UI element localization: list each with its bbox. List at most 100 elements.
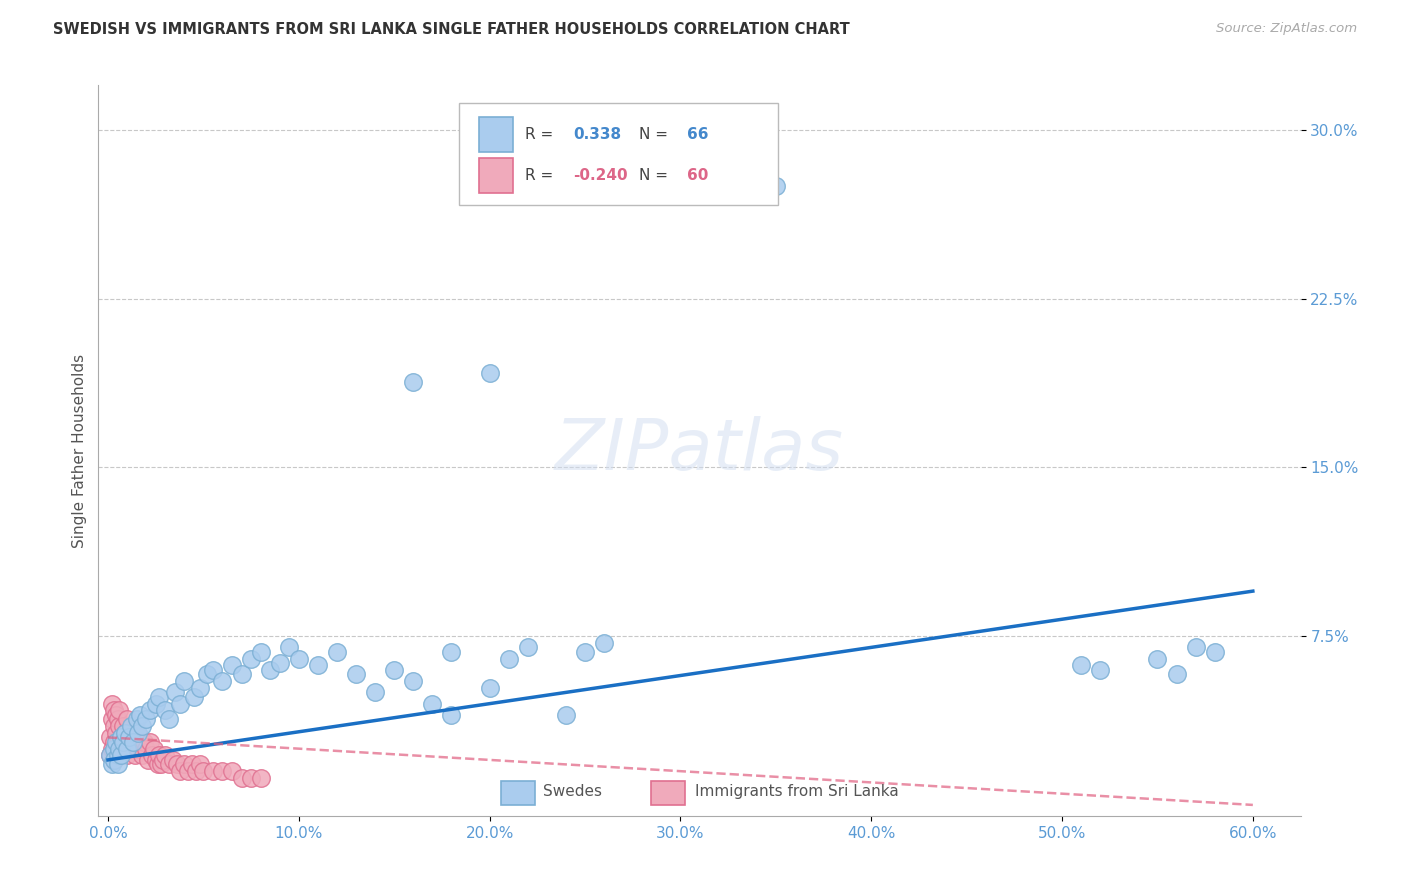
- Point: [169, 764, 191, 779]
- Point: [498, 651, 520, 665]
- Point: [1088, 663, 1111, 677]
- Point: [278, 640, 301, 655]
- Point: [478, 681, 501, 695]
- Point: [110, 731, 132, 745]
- Point: [108, 703, 131, 717]
- Point: [145, 697, 167, 711]
- Point: [364, 685, 387, 699]
- Point: [103, 753, 125, 767]
- Text: SWEDISH VS IMMIGRANTS FROM SRI LANKA SINGLE FATHER HOUSEHOLDS CORRELATION CHART: SWEDISH VS IMMIGRANTS FROM SRI LANKA SIN…: [53, 22, 851, 37]
- Point: [103, 719, 125, 733]
- Point: [157, 757, 180, 772]
- Point: [211, 674, 233, 689]
- Point: [249, 771, 271, 785]
- Point: [193, 764, 215, 779]
- Point: [118, 731, 141, 745]
- Point: [554, 707, 576, 722]
- Point: [129, 707, 152, 722]
- Text: Swedes: Swedes: [543, 784, 602, 799]
- Point: [201, 764, 224, 779]
- Point: [115, 741, 138, 756]
- Point: [139, 735, 162, 749]
- Point: [141, 748, 163, 763]
- Point: [110, 741, 132, 756]
- Point: [107, 757, 129, 772]
- Point: [135, 741, 157, 756]
- Point: [148, 690, 170, 704]
- Point: [121, 735, 143, 749]
- Y-axis label: Single Father Households: Single Father Households: [72, 353, 87, 548]
- Point: [131, 719, 153, 733]
- Point: [101, 757, 124, 772]
- Point: [112, 719, 135, 733]
- Point: [593, 636, 616, 650]
- Point: [240, 771, 263, 785]
- Point: [131, 748, 153, 763]
- Point: [173, 674, 195, 689]
- Point: [231, 667, 253, 681]
- Point: [101, 741, 124, 756]
- Point: [115, 713, 138, 727]
- Point: [103, 753, 125, 767]
- Point: [231, 771, 253, 785]
- Point: [173, 757, 195, 772]
- Point: [1184, 640, 1206, 655]
- Point: [516, 640, 538, 655]
- Point: [195, 667, 218, 681]
- Point: [344, 667, 367, 681]
- Point: [107, 713, 129, 727]
- Point: [177, 764, 200, 779]
- Point: [326, 645, 349, 659]
- Point: [422, 697, 444, 711]
- Text: 66: 66: [688, 127, 709, 142]
- Point: [110, 748, 132, 763]
- Point: [103, 735, 125, 749]
- Point: [1204, 645, 1226, 659]
- Text: Source: ZipAtlas.com: Source: ZipAtlas.com: [1216, 22, 1357, 36]
- Point: [120, 719, 142, 733]
- Point: [146, 757, 169, 772]
- Point: [184, 764, 207, 779]
- Point: [101, 713, 124, 727]
- Point: [112, 735, 135, 749]
- Point: [162, 753, 184, 767]
- Point: [402, 375, 425, 389]
- Point: [98, 748, 121, 763]
- Point: [128, 741, 150, 756]
- Point: [148, 748, 170, 763]
- Point: [104, 741, 127, 756]
- FancyBboxPatch shape: [651, 780, 685, 805]
- Point: [765, 179, 787, 194]
- Point: [155, 748, 177, 763]
- Point: [114, 726, 136, 740]
- Point: [249, 645, 271, 659]
- Point: [98, 731, 121, 745]
- Point: [183, 690, 205, 704]
- Point: [150, 757, 173, 772]
- Point: [155, 703, 177, 717]
- Point: [104, 735, 127, 749]
- Point: [259, 663, 281, 677]
- Text: N =: N =: [640, 168, 668, 183]
- Point: [98, 748, 121, 763]
- Point: [107, 748, 129, 763]
- Point: [112, 735, 135, 749]
- Point: [114, 726, 136, 740]
- Point: [307, 658, 329, 673]
- Point: [201, 663, 224, 677]
- Point: [103, 703, 125, 717]
- Point: [125, 726, 148, 740]
- Point: [1146, 651, 1168, 665]
- Point: [287, 651, 309, 665]
- Point: [163, 685, 186, 699]
- Point: [124, 748, 146, 763]
- Point: [402, 674, 425, 689]
- Point: [145, 753, 167, 767]
- Point: [1070, 658, 1092, 673]
- Point: [574, 645, 596, 659]
- Point: [128, 726, 150, 740]
- Point: [120, 741, 142, 756]
- Point: [211, 764, 233, 779]
- Point: [142, 741, 165, 756]
- Text: N =: N =: [640, 127, 668, 142]
